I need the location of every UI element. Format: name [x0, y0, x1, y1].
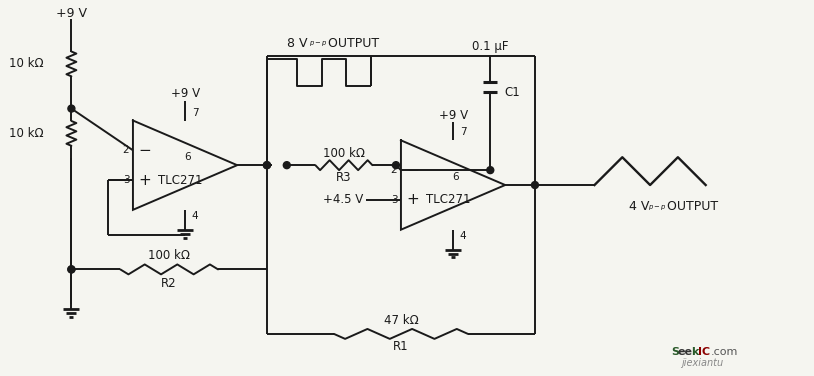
Text: 2: 2	[391, 165, 397, 175]
Text: .com: .com	[711, 347, 738, 357]
Circle shape	[487, 167, 494, 174]
Circle shape	[264, 162, 270, 169]
Text: OUTPUT: OUTPUT	[663, 200, 718, 213]
Text: R2: R2	[161, 277, 177, 290]
Text: TLC271: TLC271	[426, 193, 470, 206]
Text: 100 kΩ: 100 kΩ	[148, 249, 190, 262]
Text: $_{p-p}$: $_{p-p}$	[309, 38, 327, 48]
Text: IC: IC	[698, 347, 710, 357]
Text: 100 kΩ: 100 kΩ	[323, 147, 365, 160]
Text: OUTPUT: OUTPUT	[323, 36, 379, 50]
Circle shape	[392, 162, 400, 169]
Text: +9 V: +9 V	[56, 7, 87, 20]
Text: 2: 2	[123, 145, 129, 155]
Text: S: S	[671, 347, 679, 357]
Text: +9 V: +9 V	[172, 87, 200, 100]
Text: −: −	[406, 163, 419, 177]
Text: k: k	[691, 347, 698, 357]
Text: ee: ee	[678, 347, 693, 357]
Text: +4.5 V: +4.5 V	[323, 193, 363, 206]
Text: 10 kΩ: 10 kΩ	[9, 127, 44, 140]
Text: 4: 4	[191, 211, 199, 221]
Text: R3: R3	[336, 171, 352, 183]
Circle shape	[532, 182, 538, 188]
Text: 7: 7	[460, 127, 466, 137]
Text: +: +	[138, 173, 151, 188]
Text: 3: 3	[123, 175, 129, 185]
Text: R1: R1	[393, 340, 409, 353]
Text: 6: 6	[184, 152, 190, 162]
Text: 3: 3	[391, 195, 397, 205]
Text: +: +	[406, 193, 419, 208]
Text: 7: 7	[191, 108, 199, 118]
Circle shape	[264, 162, 270, 169]
Text: TLC271: TLC271	[158, 174, 203, 186]
Text: 10 kΩ: 10 kΩ	[9, 58, 44, 70]
Text: −: −	[138, 143, 151, 158]
Text: 47 kΩ: 47 kΩ	[383, 314, 418, 326]
Circle shape	[68, 266, 75, 273]
Text: $_{p-p}$: $_{p-p}$	[648, 202, 667, 212]
Text: jiexiantu: jiexiantu	[681, 358, 723, 368]
Text: +9 V: +9 V	[440, 109, 469, 122]
Circle shape	[68, 105, 75, 112]
Text: 4: 4	[460, 230, 466, 241]
Circle shape	[68, 266, 75, 273]
Text: C1: C1	[504, 86, 520, 99]
Text: 4 V: 4 V	[629, 200, 650, 213]
Text: 6: 6	[453, 172, 459, 182]
Text: 8 V: 8 V	[287, 36, 308, 50]
Circle shape	[283, 162, 291, 169]
Text: 0.1 μF: 0.1 μF	[472, 39, 509, 53]
